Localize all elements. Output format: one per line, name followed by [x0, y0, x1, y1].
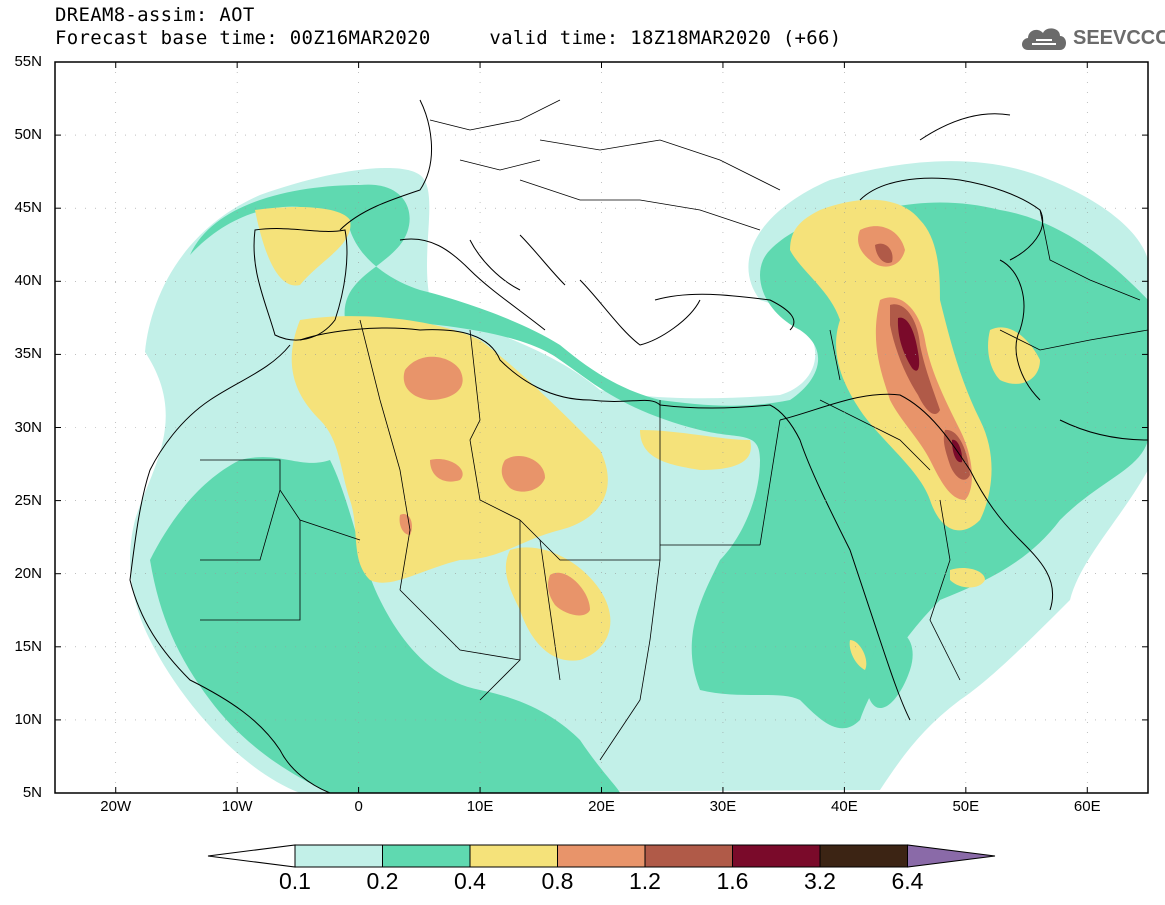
- lon-tick-label: 20E: [588, 798, 615, 815]
- seevccc-logo: SEEVCCC: [1018, 22, 1165, 58]
- colorbar-swatch: [294, 844, 383, 868]
- lat-tick-label: 5N: [22, 784, 42, 801]
- lat-tick-label: 45N: [14, 199, 42, 217]
- colorbar-label: 6.4: [891, 868, 924, 894]
- lon-tick-label: 60E: [1073, 798, 1101, 815]
- lat-tick-label: 10N: [14, 710, 42, 728]
- lat-tick-label: 30N: [14, 418, 42, 436]
- colorbar-swatch: [382, 844, 471, 868]
- map-title: DREAM8-assim: AOT: [55, 4, 255, 26]
- colorbar-low-extension: [207, 844, 296, 868]
- colorbar-swatch: [469, 844, 558, 868]
- colorbar-label: 0.1: [279, 868, 311, 894]
- colorbar-swatch: [644, 844, 733, 868]
- forecast-times: Forecast base time: 00Z16MAR2020 valid t…: [55, 27, 842, 49]
- graticule: [55, 62, 1148, 793]
- cloud-icon: [1022, 28, 1066, 50]
- colorbar-swatch: [819, 844, 908, 868]
- colorbar-label: 0.2: [366, 868, 399, 894]
- lon-tick-label: 10E: [466, 798, 494, 815]
- colorbar-high-extension: [907, 844, 996, 868]
- axis-ticks: [55, 61, 1148, 794]
- lon-tick-label: 20W: [100, 798, 132, 815]
- lat-tick-label: 40N: [14, 272, 42, 290]
- lat-tick-label: 55N: [14, 53, 42, 70]
- lat-tick-label: 25N: [14, 491, 42, 509]
- lat-tick-label: 35N: [14, 345, 42, 363]
- lat-tick-label: 50N: [14, 126, 42, 144]
- colorbar-label: 1.6: [716, 868, 749, 894]
- lat-tick-label: 15N: [14, 637, 42, 655]
- coastlines: [129, 99, 1148, 793]
- country-borders: [200, 99, 1148, 761]
- lon-tick-label: 50E: [952, 798, 980, 815]
- colorbar: [207, 844, 996, 868]
- colorbar-swatch: [732, 844, 821, 868]
- colorbar-label: 1.2: [629, 868, 661, 894]
- aot-field: [130, 161, 1148, 793]
- colorbar-label: 3.2: [804, 868, 836, 894]
- colorbar-label: 0.4: [454, 868, 486, 894]
- lon-tick-label: 30E: [709, 798, 737, 815]
- lon-tick-label: 40E: [831, 798, 858, 815]
- logo-text: SEEVCCC: [1073, 27, 1165, 49]
- colorbar-swatch: [557, 844, 646, 868]
- lat-tick-label: 20N: [14, 564, 42, 582]
- colorbar-label: 0.8: [541, 868, 574, 894]
- lon-tick-label: 0: [354, 798, 363, 815]
- lon-tick-label: 10W: [221, 798, 253, 815]
